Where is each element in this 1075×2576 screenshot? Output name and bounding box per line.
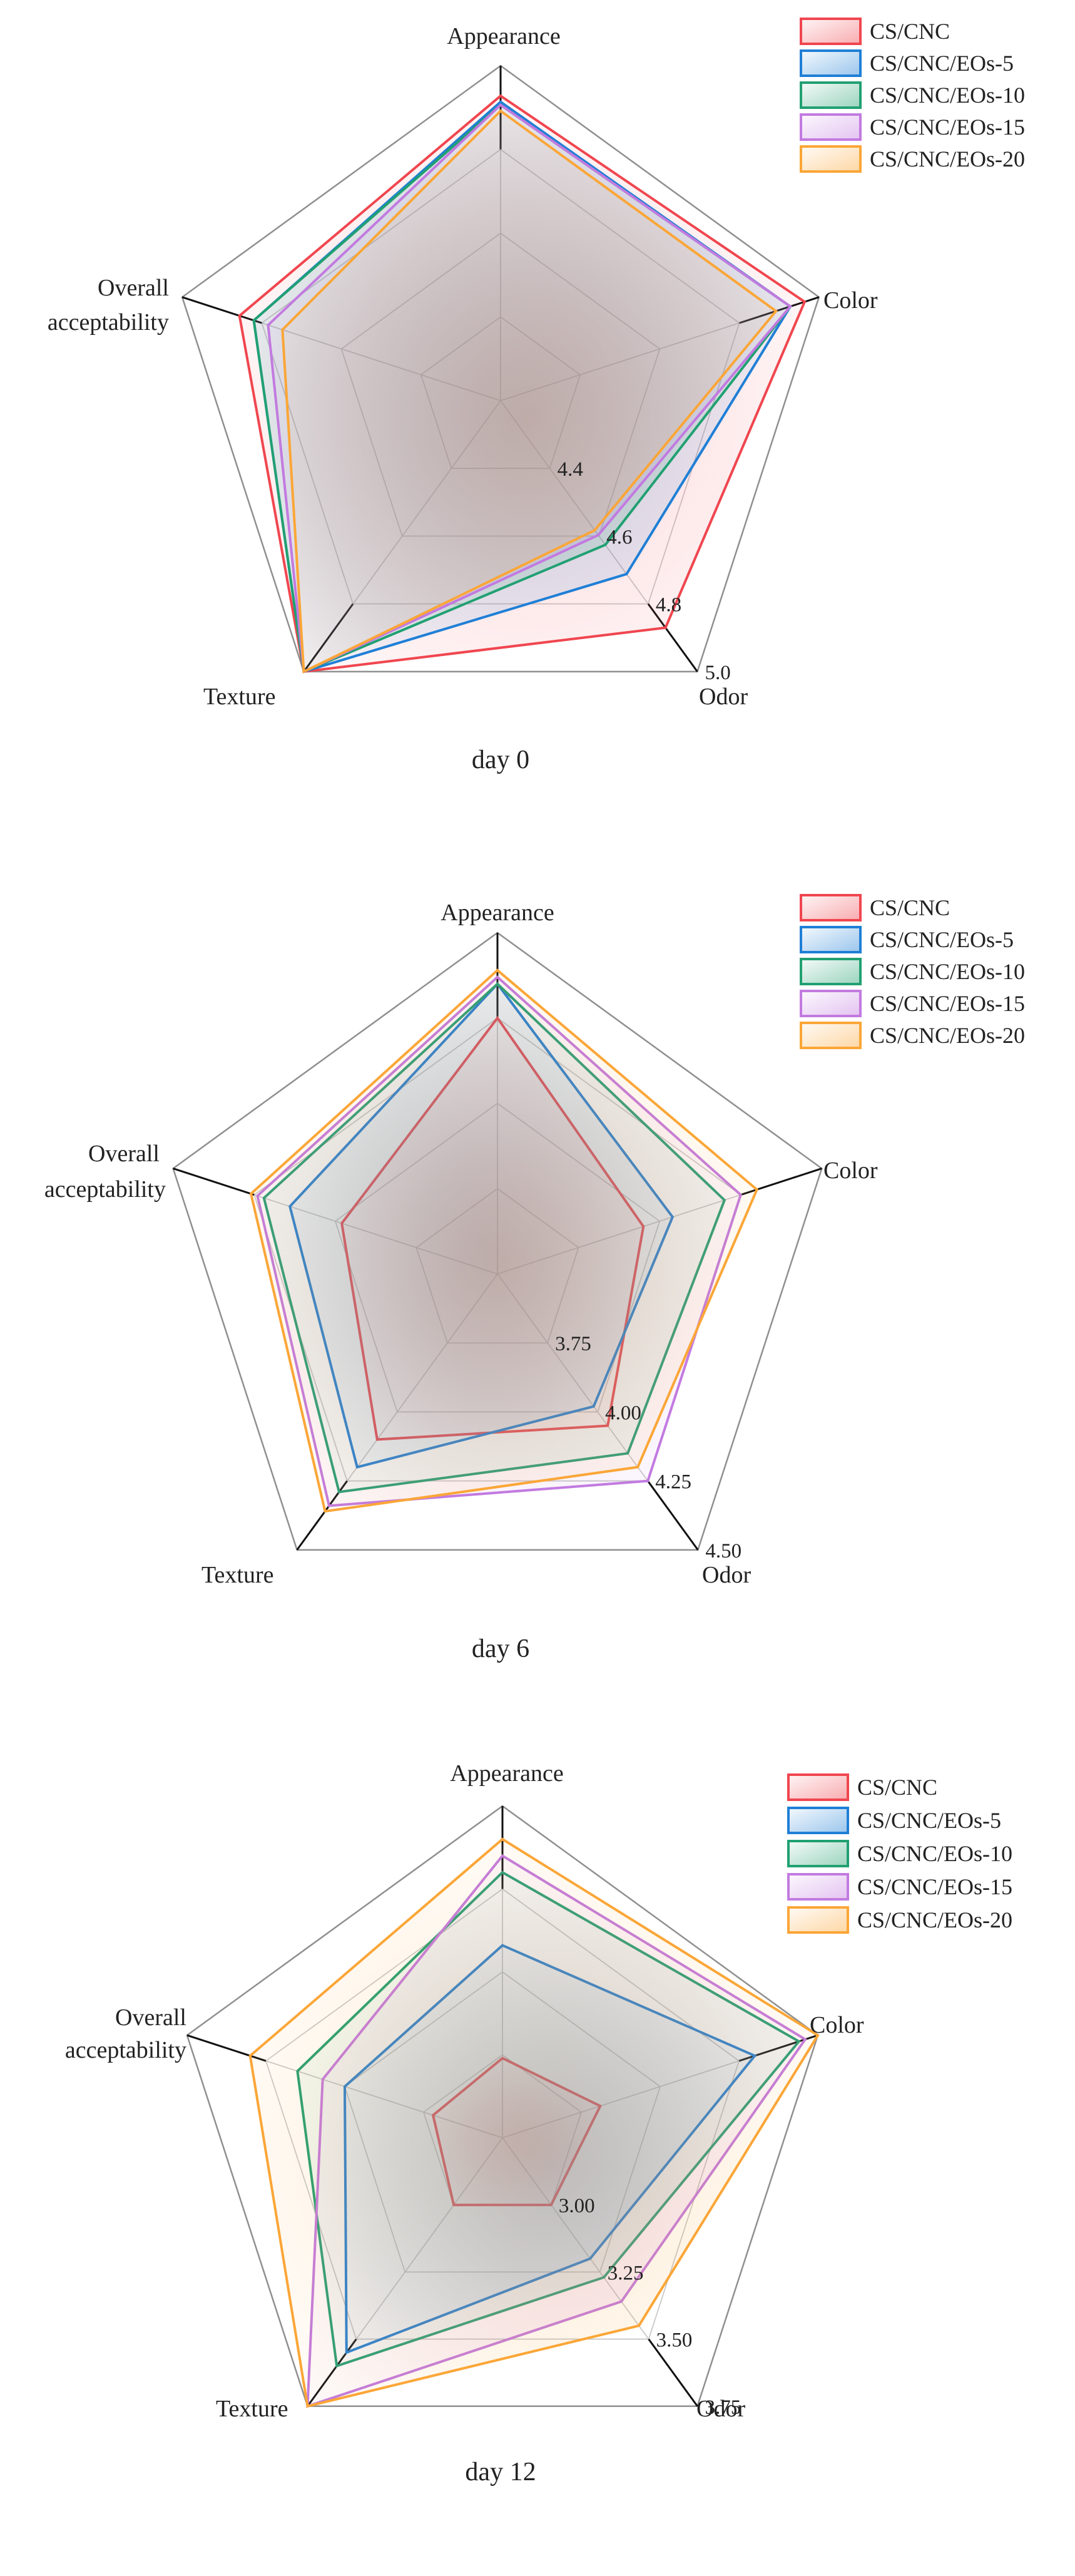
legend-label-cs-cnc-eos-20: CS/CNC/EOs-20 — [857, 1907, 1012, 1932]
series-cs-cnc-eos-20 — [249, 968, 759, 1513]
legend-swatch-cs-cnc-eos-5 — [787, 1807, 849, 1834]
series-cs-cnc-eos-20 — [281, 109, 778, 674]
tick-label: 3.00 — [559, 2195, 595, 2217]
legend-swatch-cs-cnc-eos-15 — [787, 1873, 849, 1901]
legend-label-cs-cnc-eos-20: CS/CNC/EOs-20 — [870, 146, 1025, 172]
grid-ring — [186, 1805, 819, 2408]
tick-label: 4.4 — [558, 458, 583, 481]
legend-swatch-cs-cnc-eos-20 — [787, 1906, 849, 1934]
legend-swatch-cs-cnc-eos-10 — [787, 1840, 849, 1867]
tick-label: 4.8 — [656, 594, 681, 617]
legend-swatch-cs-cnc-eos-5 — [800, 49, 862, 77]
axis-label-overall-line2: acceptability — [44, 1176, 166, 1203]
radar-panel-day-12: 3.00 3.25 3.50 3.75 Appearance Color Odor T… — [0, 1737, 1075, 2512]
legend-label-cs-cnc-eos-10: CS/CNC/EOs-10 — [857, 1841, 1012, 1866]
radar-chart-day-12: 3.00 3.25 3.50 3.75 Appearance Color Odor T… — [65, 1760, 1012, 2422]
radar-panel-day-0: 4.4 4.6 4.8 5.0 Appearance Color Odor Textu… — [0, 0, 1075, 839]
caption-day-12: day 12 — [465, 2458, 536, 2486]
radar-panel-day-6: 3.75 4.00 4.25 4.50 Appearance Color Odor T… — [0, 876, 1075, 1715]
legend-swatch-cs-cnc-eos-20 — [800, 1022, 862, 1049]
legend-swatch-cs-cnc-eos-20 — [800, 145, 862, 173]
legend-label-cs-cnc-eos-5: CS/CNC/EOs-5 — [870, 51, 1014, 76]
axis-label-overall-line2: acceptability — [65, 2037, 186, 2063]
legend-label-cs-cnc-eos-15: CS/CNC/EOs-15 — [870, 991, 1025, 1016]
legend-label-cs-cnc: CS/CNC — [857, 1775, 937, 1800]
legend-label-cs-cnc-eos-5: CS/CNC/EOs-5 — [857, 1808, 1001, 1833]
tick-label: 4.00 — [605, 1402, 641, 1424]
radar-chart-day-6: 3.75 4.00 4.25 4.50 Appearance Color Odor T… — [44, 894, 1025, 1588]
axis-label-odor: Odor — [696, 2396, 745, 2422]
legend-label-cs-cnc: CS/CNC — [870, 895, 950, 920]
tick-label: 4.50 — [705, 1540, 741, 1563]
axis-spoke-odor — [648, 2338, 698, 2407]
series-cs-cnc-eos-20 — [248, 1837, 820, 2408]
legend-label-cs-cnc-eos-20: CS/CNC/EOs-20 — [870, 1023, 1025, 1048]
tick-label: 5.0 — [705, 662, 730, 684]
legend-swatch-cs-cnc-eos-10 — [800, 81, 862, 109]
tick-label: 3.75 — [705, 2396, 741, 2419]
axis-label-overall-line1: Overall — [115, 2004, 186, 2031]
axis-label-texture: Texture — [201, 1562, 274, 1588]
legend-label-cs-cnc-eos-15: CS/CNC/EOs-15 — [857, 1874, 1012, 1899]
legend-label-cs-cnc-eos-10: CS/CNC/EOs-10 — [870, 83, 1025, 108]
axis-label-overall-line1: Overall — [98, 275, 169, 301]
axis-label-appearance: Appearance — [441, 900, 554, 926]
legend-swatch-cs-cnc-eos-15 — [800, 113, 862, 141]
legend-swatch-cs-cnc-eos-15 — [800, 990, 862, 1017]
legend-label-cs-cnc: CS/CNC — [870, 19, 950, 44]
legend-swatch-cs-cnc — [787, 1773, 849, 1801]
tick-label: 3.75 — [555, 1333, 591, 1355]
tick-label: 3.50 — [656, 2329, 693, 2352]
legend-label-cs-cnc-eos-5: CS/CNC/EOs-5 — [870, 927, 1014, 952]
radar-chart-day-0: 4.4 4.6 4.8 5.0 Appearance Color Odor Textu… — [48, 18, 1025, 710]
axis-label-texture: Texture — [203, 684, 276, 710]
axis-label-overall-line1: Overall — [88, 1141, 160, 1167]
axis-spoke-overall-acceptability — [173, 1167, 255, 1196]
tick-label: 4.25 — [655, 1471, 691, 1494]
axis-label-odor: Odor — [699, 684, 748, 710]
grid-ring — [181, 64, 820, 673]
tick-label: 3.25 — [608, 2262, 644, 2284]
axis-label-overall-line2: acceptability — [48, 309, 169, 336]
caption-day-6: day 6 — [471, 1634, 530, 1663]
axis-label-odor: Odor — [702, 1562, 751, 1588]
axis-label-color: Color — [810, 2012, 864, 2038]
axis-label-color: Color — [823, 1157, 878, 1184]
axis-spoke-odor — [647, 1480, 699, 1551]
legend-swatch-cs-cnc-eos-5 — [800, 926, 862, 953]
axis-label-texture: Texture — [216, 2396, 288, 2422]
legend-swatch-cs-cnc-eos-10 — [800, 958, 862, 985]
legend-swatch-cs-cnc — [800, 18, 862, 45]
axis-label-color: Color — [823, 287, 878, 314]
legend-swatch-cs-cnc — [800, 894, 862, 921]
grid-ring — [172, 931, 823, 1551]
axis-label-appearance: Appearance — [450, 1760, 563, 1787]
legend-label-cs-cnc-eos-10: CS/CNC/EOs-10 — [870, 959, 1025, 984]
caption-day-0: day 0 — [471, 746, 530, 774]
legend-label-cs-cnc-eos-15: CS/CNC/EOs-15 — [870, 115, 1025, 140]
tick-label: 4.6 — [606, 526, 632, 548]
axis-label-appearance: Appearance — [447, 23, 560, 49]
